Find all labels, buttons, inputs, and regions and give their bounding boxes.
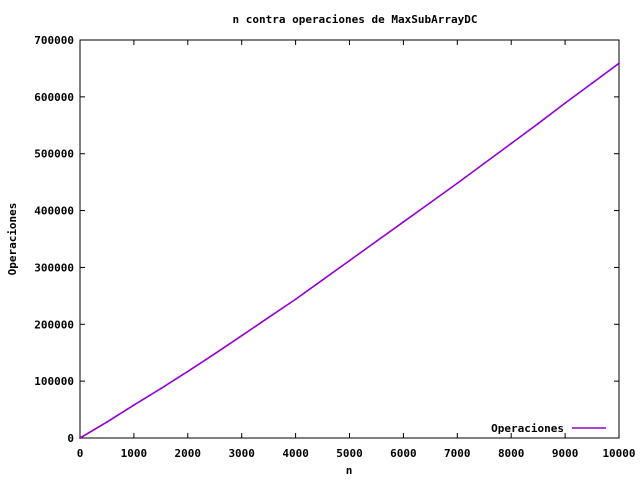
y-tick-label: 600000 [34, 91, 74, 104]
x-tick-label: 9000 [552, 447, 579, 460]
data-point-12 [402, 221, 405, 223]
data-point-1 [106, 421, 108, 423]
y-tick-label: 300000 [34, 261, 74, 274]
data-point-9 [321, 279, 324, 281]
data-point-11 [375, 240, 378, 243]
y-tick-label: 700000 [34, 34, 74, 47]
x-tick-label: 5000 [336, 447, 363, 460]
data-point-2 [133, 404, 135, 406]
chart-title: n contra operaciones de MaxSubArrayDC [232, 13, 477, 26]
x-tick-label: 8000 [498, 447, 525, 460]
data-point-4 [186, 370, 189, 373]
plot-area [79, 62, 620, 439]
x-tick-label: 2000 [175, 447, 202, 460]
data-point-7 [267, 316, 270, 319]
x-tick-label: 3000 [228, 447, 255, 460]
data-point-19 [591, 82, 593, 85]
data-point-17 [537, 122, 540, 125]
data-point-10 [348, 259, 351, 262]
y-tick-label: 100000 [34, 375, 74, 388]
data-point-8 [294, 298, 297, 301]
y-axis-label: Operaciones [6, 203, 19, 276]
y-tick-label: 0 [67, 432, 74, 445]
data-point-0 [79, 437, 81, 439]
y-axis: 0 100000 200000 300000 400000 500000 600000 700… [34, 34, 619, 445]
data-point-3 [159, 387, 162, 390]
data-point-16 [510, 142, 513, 145]
x-axis-label: n [346, 464, 353, 477]
data-point-18 [564, 102, 566, 105]
x-tick-label: 0 [77, 447, 84, 460]
x-axis: 0 1000 2000 3000 4000 5000 6000 7000 8000 9000 100… [77, 40, 636, 460]
y-tick-label: 200000 [34, 318, 74, 331]
x-tick-label: 7000 [444, 447, 471, 460]
data-point-15 [483, 162, 486, 165]
y-tick-label: 500000 [34, 148, 74, 161]
y-tick-label: 400000 [34, 205, 74, 218]
data-point-20 [618, 62, 620, 65]
x-tick-label: 6000 [390, 447, 417, 460]
data-point-13 [429, 201, 432, 204]
x-tick-label: 1000 [121, 447, 148, 460]
x-tick-label: 4000 [282, 447, 309, 460]
data-point-5 [213, 352, 216, 355]
legend-label-operaciones: Operaciones [491, 422, 564, 435]
legend: Operaciones [491, 422, 606, 435]
x-tick-label: 10000 [602, 447, 635, 460]
data-point-6 [240, 334, 243, 337]
data-point-14 [456, 182, 459, 185]
